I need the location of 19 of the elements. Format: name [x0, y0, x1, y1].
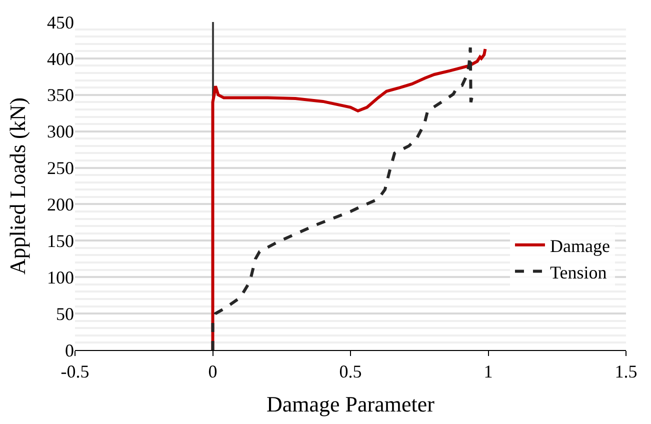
y-tick-label: 250 [47, 158, 74, 178]
legend-label: Damage [550, 236, 610, 256]
y-tick-label: 200 [47, 194, 74, 215]
y-tick-label: 300 [47, 122, 74, 142]
y-tick-label: 150 [47, 230, 74, 251]
y-tick-label: 350 [47, 85, 74, 106]
x-tick-label: 1 [484, 362, 493, 382]
y-tick-label: 450 [47, 12, 74, 32]
x-tick-label: -0.5 [60, 362, 90, 382]
x-tick-label: 0.5 [339, 362, 362, 382]
y-tick-label: 100 [47, 267, 74, 288]
x-tick-label: 1.5 [614, 362, 638, 382]
x-tick-label: 0 [208, 362, 218, 382]
y-tick-label: 400 [47, 48, 74, 69]
x-axis-title: Damage Parameter [266, 392, 436, 416]
y-tick-label: 50 [56, 304, 74, 324]
legend-label: Tension [550, 262, 607, 282]
y-tick-label: 0 [65, 340, 74, 360]
y-axis-title: Applied Loads (kN) [4, 97, 30, 275]
